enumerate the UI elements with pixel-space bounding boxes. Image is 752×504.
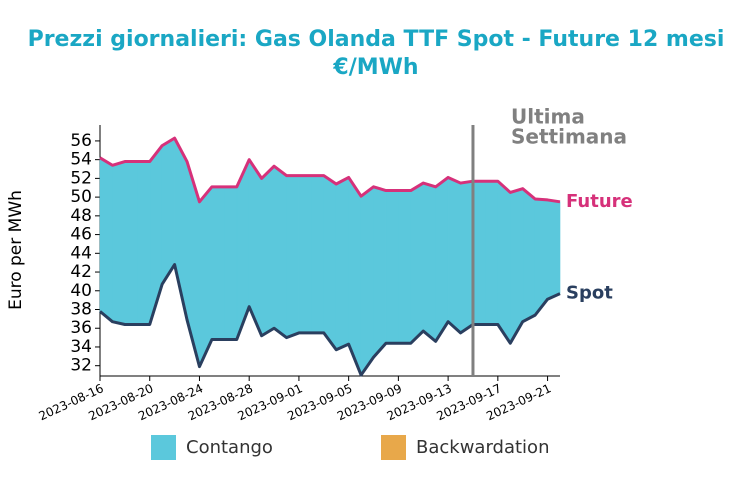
spread-area <box>385 190 399 344</box>
spread-area <box>410 182 424 344</box>
series-label: Future <box>566 191 633 212</box>
spread-area <box>149 144 163 325</box>
y-tick-label: 46 <box>70 225 92 245</box>
annotation-label: Settimana <box>511 125 627 149</box>
y-tick-label: 50 <box>70 187 92 207</box>
y-tick-label: 54 <box>70 150 92 170</box>
spread-area <box>286 175 300 339</box>
spread-area <box>261 165 275 337</box>
spread-area <box>497 180 511 345</box>
spread-area <box>435 176 449 343</box>
chart-subtitle: €/MWh <box>332 55 418 80</box>
spread-area <box>485 180 499 325</box>
spread-area <box>547 199 561 300</box>
spread-area <box>298 175 312 334</box>
legend-label: Backwardation <box>416 437 549 458</box>
y-tick-label: 34 <box>70 337 92 357</box>
spread-area <box>136 161 151 325</box>
chart-title: Prezzi giornalieri: Gas Olanda TTF Spot … <box>28 27 725 52</box>
y-tick-label: 32 <box>70 356 92 376</box>
spread-area <box>460 180 474 334</box>
y-tick-label: 44 <box>70 243 92 263</box>
spread-area <box>161 137 175 286</box>
spread-area <box>360 186 374 377</box>
spread-area <box>447 176 461 334</box>
y-tick-label: 48 <box>70 206 92 226</box>
y-tick-label: 40 <box>70 281 92 301</box>
series-label: Spot <box>566 283 613 304</box>
annotation-label: Ultima <box>511 105 585 129</box>
y-tick-label: 56 <box>70 131 92 151</box>
spread-area <box>422 182 436 342</box>
series-line <box>99 136 561 204</box>
spread-area <box>335 176 349 351</box>
spread-area <box>398 190 412 344</box>
y-tick-label: 52 <box>70 168 92 188</box>
spread-area <box>522 188 536 323</box>
spread-area <box>534 198 548 316</box>
y-axis-label: Euro per MWh <box>6 190 26 310</box>
spread-area <box>472 180 486 325</box>
spread-area <box>311 175 325 334</box>
legend-label: Contango <box>186 437 273 458</box>
series-line <box>99 263 561 377</box>
y-tick-label: 36 <box>70 318 92 338</box>
spread-area <box>224 186 238 340</box>
spread-area <box>199 185 213 367</box>
y-tick-label: 38 <box>70 300 92 320</box>
spread-area <box>323 175 337 351</box>
spread-area <box>273 165 287 339</box>
y-tick-label: 42 <box>70 262 92 282</box>
legend-swatch <box>381 435 406 460</box>
spread-area <box>509 188 524 345</box>
spread-area <box>99 157 113 323</box>
spread-area <box>211 186 225 340</box>
legend-swatch <box>151 435 176 460</box>
spread-area <box>373 186 387 359</box>
spread-area <box>112 161 126 325</box>
spread-area <box>124 161 138 325</box>
